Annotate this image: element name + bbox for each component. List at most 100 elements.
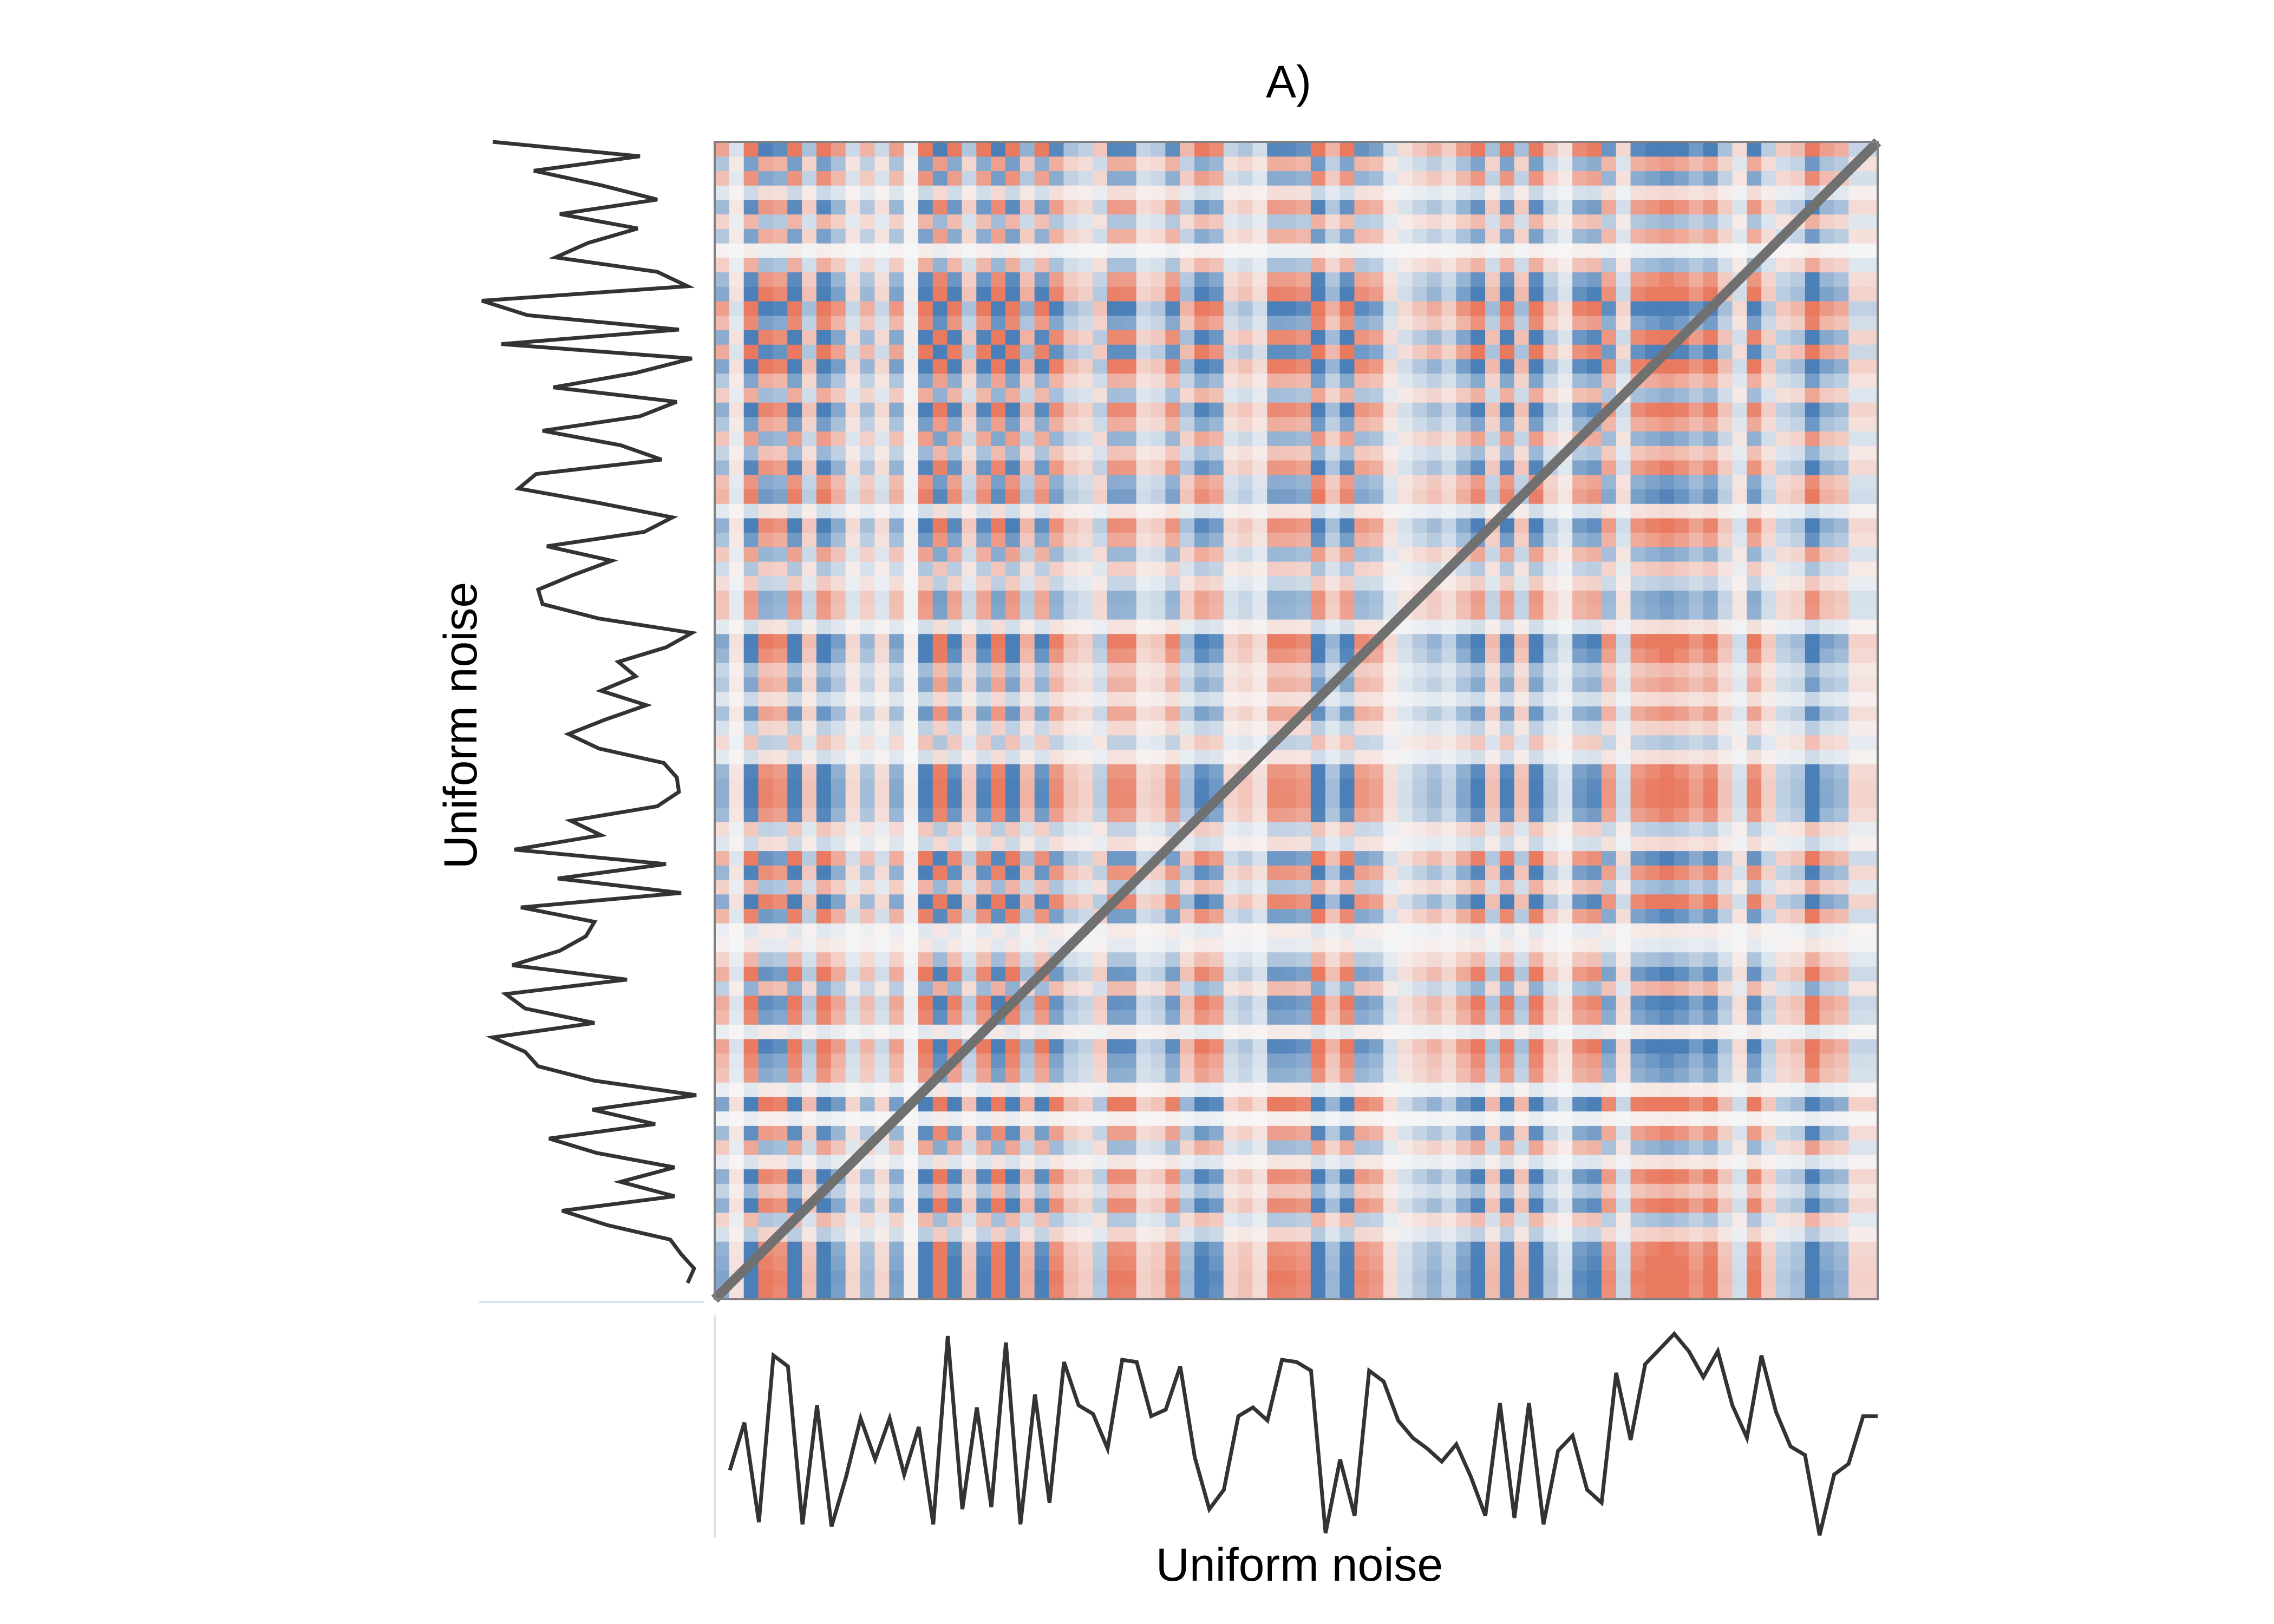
heatmap-cell bbox=[1543, 749, 1558, 764]
heatmap-cell bbox=[1717, 865, 1733, 880]
heatmap-cell bbox=[1412, 836, 1428, 852]
heatmap-cell bbox=[1369, 966, 1384, 981]
heatmap-cell bbox=[1601, 619, 1617, 634]
heatmap-cell bbox=[1252, 633, 1267, 649]
heatmap-cell bbox=[1645, 1255, 1660, 1271]
heatmap-cell bbox=[1136, 1270, 1152, 1285]
heatmap-cell bbox=[1776, 1197, 1791, 1213]
heatmap-cell bbox=[1427, 836, 1442, 852]
heatmap-cell bbox=[1005, 1197, 1021, 1213]
heatmap-cell bbox=[1674, 416, 1689, 432]
heatmap-cell bbox=[1223, 431, 1239, 446]
heatmap-cell bbox=[1093, 995, 1108, 1011]
heatmap-cell bbox=[1572, 1082, 1587, 1097]
heatmap-cell bbox=[947, 1024, 963, 1039]
heatmap-cell bbox=[1456, 923, 1471, 938]
heatmap-cell bbox=[802, 561, 817, 577]
heatmap-cell bbox=[743, 1125, 759, 1141]
heatmap-cell bbox=[1078, 605, 1093, 620]
heatmap-cell bbox=[991, 1255, 1006, 1271]
heatmap-cell bbox=[1049, 663, 1064, 678]
heatmap-cell bbox=[1034, 590, 1050, 605]
heatmap-cell bbox=[1674, 1125, 1689, 1141]
heatmap-cell bbox=[1136, 446, 1152, 461]
heatmap-cell bbox=[1776, 749, 1791, 764]
heatmap-cell bbox=[1688, 1125, 1704, 1141]
heatmap-cell bbox=[1499, 1154, 1515, 1170]
heatmap-cell bbox=[1456, 721, 1471, 736]
heatmap-cell bbox=[729, 1169, 744, 1184]
heatmap-cell bbox=[991, 807, 1006, 822]
heatmap-cell bbox=[1630, 807, 1645, 822]
heatmap-cell bbox=[1645, 1053, 1660, 1068]
heatmap-cell bbox=[1223, 735, 1239, 750]
heatmap-cell bbox=[932, 1169, 948, 1184]
heatmap-cell bbox=[1296, 590, 1311, 605]
heatmap-cell bbox=[904, 706, 919, 721]
heatmap-cell bbox=[1267, 1212, 1282, 1227]
heatmap-cell bbox=[1267, 706, 1282, 721]
heatmap-cell bbox=[787, 503, 802, 519]
heatmap-cell bbox=[1514, 1125, 1530, 1141]
heatmap-cell bbox=[1688, 474, 1704, 489]
heatmap-cell bbox=[1296, 1169, 1311, 1184]
heatmap-cell bbox=[1514, 561, 1530, 577]
heatmap-cell bbox=[918, 1140, 933, 1155]
heatmap-cell bbox=[1049, 388, 1064, 403]
heatmap-cell bbox=[1558, 706, 1573, 721]
heatmap-cell bbox=[1703, 1038, 1718, 1054]
heatmap-cell bbox=[1034, 1053, 1050, 1068]
heatmap-cell bbox=[1514, 1197, 1530, 1213]
heatmap-cell bbox=[1296, 474, 1311, 489]
heatmap-cell bbox=[1514, 995, 1530, 1011]
heatmap-cell bbox=[1630, 677, 1645, 692]
heatmap-cell bbox=[1005, 590, 1021, 605]
heatmap-cell bbox=[1776, 850, 1791, 866]
heatmap-cell bbox=[1587, 836, 1602, 852]
heatmap-cell bbox=[802, 503, 817, 519]
heatmap-cell bbox=[1223, 1024, 1239, 1039]
heatmap-cell bbox=[1063, 489, 1079, 504]
heatmap-cell bbox=[1238, 460, 1253, 475]
heatmap-cell bbox=[1049, 518, 1064, 533]
heatmap-cell bbox=[1267, 619, 1282, 634]
heatmap-cell bbox=[1528, 446, 1544, 461]
heatmap-cell bbox=[1499, 908, 1515, 924]
heatmap-cell bbox=[1310, 850, 1326, 866]
heatmap-cell bbox=[1354, 807, 1369, 822]
heatmap-cell bbox=[1485, 749, 1500, 764]
heatmap-cell bbox=[1659, 850, 1675, 866]
heatmap-cell bbox=[1848, 937, 1864, 953]
heatmap-cell bbox=[1078, 749, 1093, 764]
heatmap-cell bbox=[773, 807, 788, 822]
heatmap-cell bbox=[1703, 416, 1718, 432]
heatmap-cell bbox=[1790, 446, 1806, 461]
heatmap-cell bbox=[1369, 836, 1384, 852]
heatmap-cell bbox=[1180, 1082, 1195, 1097]
heatmap-cell bbox=[976, 764, 991, 779]
heatmap-cell bbox=[932, 619, 948, 634]
heatmap-cell bbox=[1528, 431, 1544, 446]
heatmap-cell bbox=[787, 966, 802, 981]
heatmap-cell bbox=[1208, 1212, 1224, 1227]
heatmap-cell bbox=[1267, 966, 1282, 981]
heatmap-cell bbox=[831, 1212, 846, 1227]
heatmap-cell bbox=[1078, 706, 1093, 721]
heatmap-cell bbox=[1776, 691, 1791, 706]
heatmap-cell bbox=[1078, 721, 1093, 736]
heatmap-cell bbox=[787, 908, 802, 924]
heatmap-cell bbox=[1587, 721, 1602, 736]
heatmap-cell bbox=[1412, 1227, 1428, 1242]
heatmap-cell bbox=[1674, 706, 1689, 721]
heatmap-cell bbox=[1834, 402, 1849, 417]
heatmap-cell bbox=[1805, 836, 1820, 852]
heatmap-cell bbox=[1703, 865, 1718, 880]
heatmap-cell bbox=[1776, 663, 1791, 678]
heatmap-cell bbox=[1863, 850, 1878, 866]
heatmap-cell bbox=[1121, 619, 1137, 634]
heatmap-cell bbox=[1674, 981, 1689, 996]
heatmap-cell bbox=[1078, 1096, 1093, 1112]
heatmap-cell bbox=[1776, 721, 1791, 736]
heatmap-cell bbox=[1354, 735, 1369, 750]
heatmap-cell bbox=[962, 561, 977, 577]
